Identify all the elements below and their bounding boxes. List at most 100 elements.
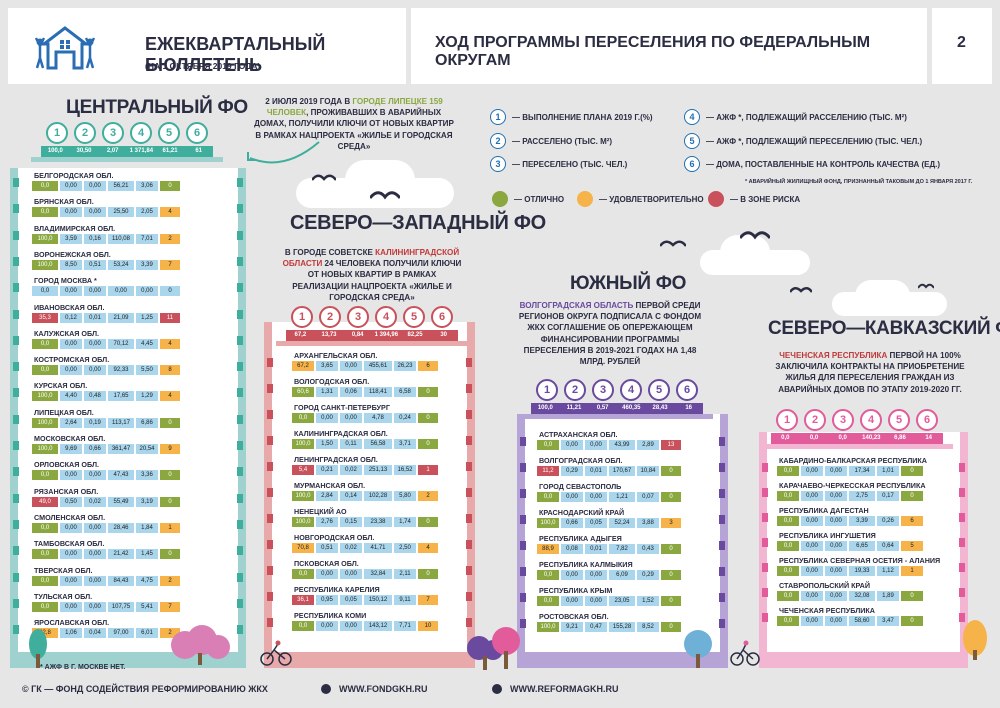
total-value: 61 — [195, 148, 203, 154]
window-marker — [13, 388, 19, 398]
value-cell: 0,00 — [60, 549, 82, 560]
row-values: 0,0 0,00 0,00 1,21 0,07 0 — [537, 492, 683, 502]
value-cell: 9,69 — [60, 444, 82, 454]
value-cell: 0,0 — [777, 491, 799, 501]
window-marker — [237, 441, 243, 450]
footer-site-2[interactable]: WWW.REFORMAGKH.RU — [492, 684, 618, 694]
value-cell: 2,75 — [849, 491, 875, 501]
window-marker — [237, 546, 243, 556]
callout-text: В ГОРОДЕ СОВЕТСКЕ — [284, 248, 376, 257]
table-row: КАРАЧАЕВО-ЧЕРКЕССКАЯ РЕСПУБЛИКА 0,0 0,00 0,… — [777, 480, 926, 502]
value-cell: 100,0 — [32, 233, 58, 244]
total-value: 82,25 — [407, 332, 423, 338]
value-cell: 0,00 — [84, 549, 106, 560]
value-cell: 0 — [661, 622, 681, 632]
callout-highlight: ВОЛГОГРАДСКАЯ ОБЛАСТЬ — [519, 301, 634, 310]
value-cell: 43,99 — [609, 440, 635, 450]
window-marker — [959, 538, 965, 547]
value-cell: 47,43 — [108, 470, 134, 481]
callout-text: ПЕРВОЙ СРЕДИ РЕГИОНОВ ОКРУГА ПОДПИСАЛА С… — [518, 301, 702, 367]
table-row: ВОРОНЕЖСКАЯ ОБЛ. 100,0 8,50 0,51 53,24 3,39 7 — [32, 249, 182, 271]
value-cell: 0,15 — [340, 517, 362, 527]
tree-icon — [684, 630, 712, 668]
value-cell: 0,0 — [32, 286, 58, 297]
value-cell: 0,00 — [316, 413, 338, 423]
value-cell: 3,71 — [394, 439, 416, 449]
window-marker — [13, 519, 19, 529]
bird-icon — [790, 287, 812, 293]
row-values: 60,6 1,31 0,06 118,41 6,58 0 — [292, 387, 440, 397]
total-value: 0,84 — [351, 332, 364, 338]
row-values: 0,0 0,00 0,00 4,78 0,24 0 — [292, 413, 440, 423]
column-number-circle: 2 — [804, 409, 826, 431]
window-marker — [237, 493, 243, 503]
value-cell: 4,78 — [364, 413, 392, 423]
region-name: НЕНЕЦКИЙ АО — [294, 507, 347, 516]
column-number-circle: 5 — [158, 122, 180, 144]
value-cell: 2 — [160, 628, 180, 639]
table-row: ПСКОВСКАЯ ОБЛ. 0,0 0,00 0,00 32,84 2,11 0 — [292, 558, 440, 580]
window-marker — [13, 441, 19, 450]
row-values: 100,0 1,50 0,11 56,58 3,71 0 — [292, 439, 440, 449]
table-row: ВЛАДИМИРСКАЯ ОБЛ. 100,0 3,59 0,16 110,08 7,01… — [32, 223, 182, 245]
column-number-circle: 3 — [102, 122, 124, 144]
table-row: ЯРОСЛАВСКАЯ ОБЛ. 82,8 1,06 0,04 97,00 6,01 2 — [32, 617, 182, 639]
table-row: ВОЛОГОДСКАЯ ОБЛ. 60,6 1,31 0,06 118,41 6,58 0 — [292, 376, 440, 398]
row-values: 0,0 0,00 0,00 84,43 4,75 2 — [32, 575, 182, 586]
table-row: МУРМАНСКАЯ ОБЛ. 100,0 2,84 0,14 102,28 5,80 2 — [292, 480, 440, 502]
table-row: ГОРОД МОСКВА * 0,0 0,00 0,00 0,00 0,00 0 — [32, 275, 182, 297]
value-cell: 52,24 — [609, 518, 635, 528]
value-cell: 150,12 — [364, 595, 392, 605]
value-cell: 70,8 — [292, 543, 314, 553]
window-marker — [267, 540, 273, 549]
legend-label: — АЖФ *, ПОДЛЕЖАЩИЙ ПЕРЕСЕЛЕНИЮ (ТЫС. ЧЕ… — [706, 136, 923, 146]
window-marker — [466, 358, 472, 367]
value-cell: 0,19 — [84, 417, 106, 428]
window-marker — [520, 515, 526, 524]
column-number-circle: 2 — [319, 306, 341, 328]
nc-title: СЕВЕРО—КАВКАЗСКИЙ ФО — [768, 318, 1000, 339]
total-value: 67,2 — [294, 332, 307, 338]
value-cell: 0,66 — [84, 444, 106, 454]
legend-item-2: 2 — РАССЕЛЕНО (ТЫС. М²) — [490, 133, 612, 149]
window-marker — [13, 625, 19, 635]
table-row: ЛЕНИНГРАДСКАЯ ОБЛ. 5,4 0,21 0,02 251,13 16,52… — [292, 454, 440, 476]
value-cell: 2,64 — [60, 417, 82, 428]
value-cell: 0,00 — [84, 522, 106, 533]
globe-icon — [321, 684, 331, 694]
value-cell: 1,45 — [136, 549, 158, 560]
callout-text: ПЕРВОЙ НА 100% ЗАКЛЮЧИЛА КОНТРАКТЫ НА ПР… — [775, 351, 965, 394]
region-name: ТВЕРСКАЯ ОБЛ. — [34, 565, 93, 575]
window-marker — [237, 283, 243, 293]
row-values: 0,0 0,00 0,00 143,12 7,71 10 — [292, 621, 440, 631]
value-cell: 0,00 — [84, 365, 106, 376]
row-values: 5,4 0,21 0,02 251,13 16,52 1 — [292, 465, 440, 475]
value-cell: 2,89 — [637, 440, 659, 450]
value-cell: 2,50 — [394, 543, 416, 553]
legend-label: — ВЫПОЛНЕНИЕ ПЛАНА 2019 Г.(%) — [512, 112, 653, 122]
value-cell: 4 — [418, 543, 438, 553]
window-marker — [13, 414, 19, 424]
row-values: 0,0 0,00 0,00 0,00 0,00 0 — [32, 286, 182, 297]
footer-site-1[interactable]: WWW.FONDGKH.RU — [321, 684, 427, 694]
section-title: ХОД ПРОГРАММЫ ПЕРЕСЕЛЕНИЯ ПО ФЕДЕРАЛЬНЫМ… — [435, 34, 871, 69]
column-number-circle: 6 — [676, 379, 698, 401]
value-cell: 19,33 — [849, 566, 875, 576]
value-cell: 0,0 — [537, 596, 559, 606]
nw-totals-bar: 67,2 13,73 0,84 1 394,96 82,25 30 — [286, 330, 458, 341]
window-marker — [13, 467, 19, 477]
value-cell: 0,04 — [84, 628, 106, 639]
window-marker — [719, 437, 725, 446]
window-marker — [267, 514, 273, 523]
region-name: КАБАРДИНО-БАЛКАРСКАЯ РЕСПУБЛИКА — [779, 456, 927, 465]
region-name: ВОРОНЕЖСКАЯ ОБЛ. — [34, 249, 111, 259]
legend-number: 2 — [490, 133, 506, 149]
value-cell: 8,50 — [60, 259, 82, 270]
site-link-label: WWW.FONDGKH.RU — [339, 684, 428, 694]
total-value: 11,21 — [566, 405, 582, 411]
value-cell: 0,00 — [84, 575, 106, 586]
window-marker — [237, 309, 243, 319]
legend-number: 4 — [684, 109, 700, 125]
region-name: ГОРОД САНКТ-ПЕТЕРБУРГ — [294, 403, 390, 412]
